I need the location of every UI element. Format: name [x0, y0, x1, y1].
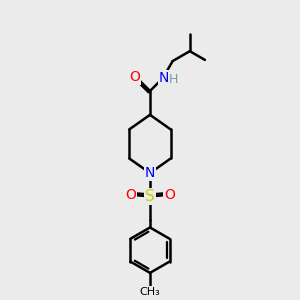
Text: O: O [125, 188, 136, 202]
Text: N: N [159, 70, 169, 85]
Text: O: O [164, 188, 175, 202]
Text: H: H [169, 74, 178, 86]
Text: O: O [130, 70, 140, 84]
Text: S: S [145, 189, 155, 204]
Text: N: N [145, 166, 155, 180]
Text: CH₃: CH₃ [140, 287, 160, 297]
